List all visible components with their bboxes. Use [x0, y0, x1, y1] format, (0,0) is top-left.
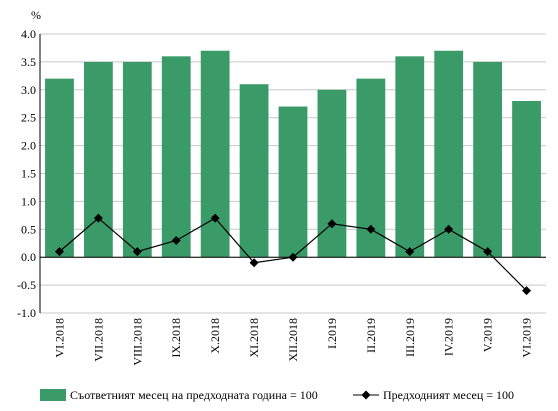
x-tick-label: VII.2018: [91, 318, 105, 362]
bar: [473, 61, 503, 258]
legend-swatch-bar: [40, 389, 66, 401]
y-tick-label: 0.0: [21, 250, 36, 264]
data-point: [210, 213, 220, 223]
y-tick-label: 2.0: [21, 139, 36, 153]
data-point: [288, 252, 298, 262]
y-axis-unit-label: %: [31, 8, 41, 22]
bar: [161, 56, 191, 258]
line-series: [54, 213, 532, 296]
bar: [200, 50, 230, 258]
y-tick-label: 3.0: [21, 83, 36, 97]
bar: [395, 56, 425, 258]
legend-label-line: Предходният месец = 100: [383, 388, 514, 402]
x-tick-label: I.2019: [325, 318, 339, 349]
legend-label-bar: Съответният месец на предходната година …: [70, 388, 318, 402]
data-point: [93, 213, 103, 223]
y-axis-ticks: -1.0 -0.5 0.0 0.5 1.0 1.5 2.0 2.5 3.0 3.5 4.0: [17, 27, 36, 320]
x-axis-ticks: VI.2018 VII.2018 VIII.2018 IX.2018 X.2018 XI.…: [52, 318, 533, 366]
x-tick-label: VI.2018: [52, 318, 66, 358]
bar: [512, 100, 541, 258]
data-point: [171, 235, 181, 245]
data-point: [444, 224, 454, 234]
y-tick-label: 1.0: [21, 194, 36, 208]
x-tick-label: VIII.2018: [130, 318, 144, 366]
legend: Съответният месец на предходната година …: [40, 388, 514, 402]
y-tick-label: 0.5: [21, 222, 36, 236]
data-point: [132, 247, 142, 257]
data-point: [366, 224, 376, 234]
bar: [317, 89, 347, 258]
x-tick-label: V.2019: [481, 318, 495, 352]
bar-series: [45, 50, 541, 258]
data-point: [483, 247, 493, 257]
bar: [278, 106, 308, 258]
x-tick-label: II.2019: [364, 318, 378, 353]
data-point: [249, 258, 259, 268]
y-tick-label: 2.5: [21, 111, 36, 125]
x-tick-label: X.2018: [208, 318, 222, 354]
x-tick-label: VI.2019: [520, 318, 534, 358]
x-tick-label: IV.2019: [442, 318, 456, 356]
data-point: [54, 247, 64, 257]
y-tick-label: -1.0: [17, 306, 36, 320]
x-tick-label: IX.2018: [169, 318, 183, 358]
data-point: [405, 247, 415, 257]
x-tick-label: III.2019: [403, 318, 417, 357]
data-point: [522, 286, 532, 296]
y-tick-label: 4.0: [21, 27, 36, 41]
y-tick-label: 3.5: [21, 55, 36, 69]
data-point: [327, 219, 337, 229]
y-tick-label: -0.5: [17, 278, 36, 292]
y-tick-label: 1.5: [21, 167, 36, 181]
x-tick-label: XI.2018: [247, 318, 261, 358]
bar: [122, 61, 152, 258]
bar: [434, 50, 464, 258]
bar: [83, 61, 113, 258]
legend-marker-diamond: [361, 390, 371, 400]
x-tick-label: XII.2018: [286, 318, 300, 362]
bar: [45, 78, 74, 258]
bar: [239, 84, 269, 258]
